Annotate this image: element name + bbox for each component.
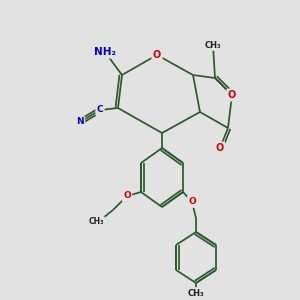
Text: O: O [228,90,236,100]
Text: O: O [216,143,224,153]
Text: N: N [76,118,84,127]
Text: C: C [97,106,103,115]
Text: O: O [123,191,131,200]
Text: O: O [188,197,196,206]
Text: CH₃: CH₃ [88,218,104,226]
Text: NH₂: NH₂ [94,47,116,57]
Text: CH₃: CH₃ [188,289,204,298]
Text: O: O [153,50,161,60]
Text: CH₃: CH₃ [205,40,221,50]
